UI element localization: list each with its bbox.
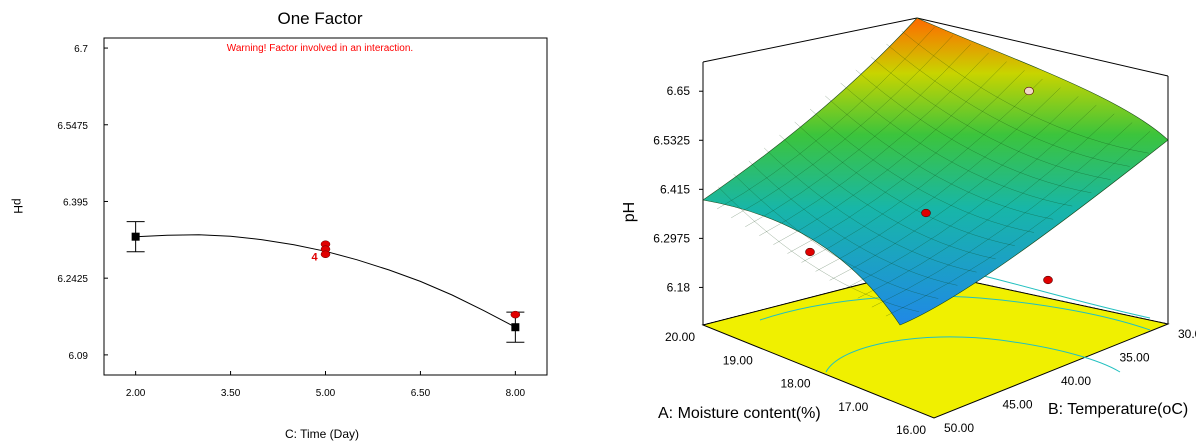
x-tick-label: 6.50: [411, 388, 431, 399]
floor-contours: [759, 274, 1151, 373]
box-edge-top-right: [916, 17, 1169, 77]
temperature-tick-label: 35.00: [1120, 351, 1150, 365]
mesh-line: [840, 82, 1073, 207]
moisture-axis-label: A: Moisture content(%): [658, 405, 821, 422]
y-tick-label: 6.09: [69, 351, 89, 362]
y-axis-label: pH: [11, 198, 25, 213]
temperature-tick-label: 45.00: [1003, 398, 1033, 412]
chart-title: One Factor: [277, 9, 362, 28]
floor-contour-line: [825, 336, 1121, 373]
mesh-line: [787, 70, 1025, 254]
x-tick-label: 8.00: [506, 388, 526, 399]
floor-contour-line: [979, 274, 1151, 319]
y-tick-label: 6.2425: [57, 274, 88, 285]
temperature-tick-label: 30.00: [1178, 327, 1196, 341]
moisture-tick-label: 17.00: [838, 400, 868, 414]
surface-design-point: [805, 247, 815, 257]
z-axis-label: pH: [621, 202, 638, 222]
mesh-line: [733, 173, 939, 299]
surface-design-point: [1043, 275, 1053, 285]
z-tick-label: 6.65: [667, 84, 691, 98]
one-factor-chart: One Factor Warning! Factor involved in a…: [11, 9, 548, 441]
mesh-line: [731, 35, 953, 219]
predicted-points: [126, 221, 525, 343]
x-tick-label: 2.00: [126, 388, 146, 399]
warning-annotation: Warning! Factor involved in an interacti…: [227, 43, 413, 54]
mesh-line: [764, 147, 977, 273]
z-tick-label: 6.415: [660, 182, 690, 196]
mesh-line: [716, 26, 936, 210]
mesh-line: [748, 160, 958, 286]
mesh-line: [773, 61, 1007, 245]
x-tick-label: 5.00: [316, 388, 336, 399]
design-point: [320, 250, 331, 259]
mesh-line: [809, 108, 1035, 233]
mesh-line: [829, 96, 1079, 281]
z-tick-label: 6.2975: [653, 231, 690, 245]
z-tick-labels: 6.65 6.5325 6.415 6.2975 6.18: [653, 84, 703, 294]
mesh-line: [794, 121, 1015, 246]
predicted-point: [131, 232, 140, 241]
surface-design-point: [921, 208, 931, 218]
design-points: [320, 240, 521, 319]
temperature-tick-label: 50.00: [944, 421, 974, 435]
x-axis-label: C: Time (Day): [285, 427, 359, 441]
moisture-tick-label: 19.00: [723, 353, 753, 367]
plot-frame: [103, 37, 548, 376]
y-tick-label: 6.395: [63, 197, 88, 208]
predicted-point: [511, 323, 520, 332]
replicate-count-label: 4: [312, 251, 319, 263]
moisture-tick-label: 16.00: [896, 423, 926, 437]
temperature-tick-label: 40.00: [1061, 374, 1091, 388]
y-tick-labels: 6.7 6.5475 6.395 6.2425 6.09: [57, 44, 108, 362]
y-tick-label: 6.5475: [57, 121, 88, 132]
moisture-tick-label: 18.00: [780, 377, 810, 391]
surface-design-points: [805, 86, 1053, 285]
mesh-line: [801, 78, 1043, 263]
mesh-line: [815, 87, 1061, 272]
moisture-tick-labels: 20.00 19.00 18.00 17.00 16.00: [665, 330, 926, 437]
mesh-line: [759, 52, 989, 236]
design-point: [510, 310, 521, 319]
mesh-line: [718, 186, 920, 312]
surface-mesh: [716, 26, 1151, 317]
mesh-line: [871, 56, 1111, 180]
mesh-line: [871, 122, 1133, 308]
mesh-line: [779, 134, 996, 260]
x-tick-label: 3.50: [221, 388, 241, 399]
response-surface: [702, 17, 1169, 326]
y-tick-label: 6.7: [74, 44, 88, 55]
temperature-tick-labels: 30.00 35.00 40.00 45.00 50.00: [944, 327, 1196, 435]
mesh-line: [855, 69, 1092, 194]
mesh-line: [825, 95, 1054, 220]
moisture-tick-label: 20.00: [665, 330, 695, 344]
mesh-line: [885, 131, 1151, 317]
z-tick-label: 6.18: [667, 280, 691, 294]
temperature-axis-label: B: Temperature(oC): [1048, 401, 1188, 418]
x-tick-labels: 2.00 3.50 5.00 6.50 8.00: [126, 371, 526, 399]
mesh-line: [886, 43, 1130, 167]
surface-design-point: [1024, 86, 1034, 96]
z-tick-label: 6.5325: [653, 133, 690, 147]
floor-contour-line: [759, 295, 1151, 331]
mesh-line: [843, 105, 1097, 290]
mesh-line: [857, 113, 1115, 299]
box-edge-top-left: [702, 17, 918, 63]
mesh-line: [745, 44, 971, 227]
response-surface-chart: 6.65 6.5325 6.415 6.2975 6.18 pH 20.00 19.00 1…: [621, 17, 1196, 437]
mesh-line: [901, 30, 1149, 154]
